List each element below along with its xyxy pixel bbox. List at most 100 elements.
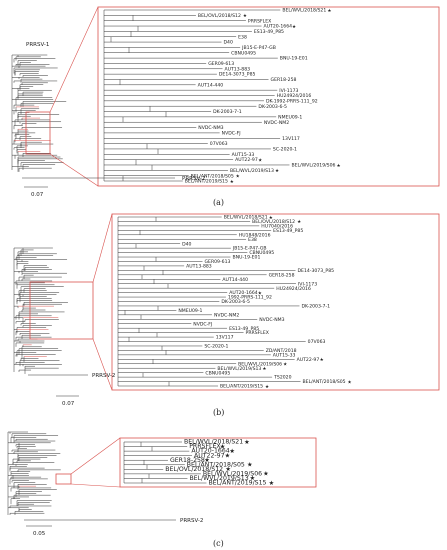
highlight-star-icon: ★ <box>258 157 262 163</box>
leaf-label: CBNU0495 <box>249 250 274 256</box>
panel-c-outgroup-label: PRRSV-2 <box>180 518 203 524</box>
leaf-label: BEL/WVL/2019/S13 <box>189 475 248 482</box>
leaf-label: DE14-3073_P85 <box>219 72 256 78</box>
leaf-label: NMEU09-1 <box>278 114 302 120</box>
leaf-label: 1992-PRRS-111_92 <box>228 295 272 301</box>
leaf-label: ES13-49_P85 <box>273 228 303 234</box>
leaf-label: BEL/ANT/2019/S15 <box>185 179 228 185</box>
highlight-star-icon: ★ <box>204 457 210 464</box>
panel-a-zoom-line-bottom <box>49 153 99 187</box>
leaf-label: CBNU0495 <box>231 50 256 56</box>
leaf-label: GER09-613 <box>208 61 234 67</box>
panel-b-scale-label: 0.07 <box>62 401 75 407</box>
leaf-label: D40 <box>182 241 191 247</box>
highlight-star-icon: ★ <box>250 475 256 482</box>
panel-b-detail-box <box>111 213 440 391</box>
panel-a-outgroup-label: PRRSV-2 <box>182 176 205 182</box>
highlight-star-icon: ★ <box>269 215 273 221</box>
highlight-star-icon: ★ <box>230 179 234 185</box>
highlight-star-icon: ★ <box>236 173 240 179</box>
leaf-label: AUT22-97 <box>297 357 320 363</box>
leaf-label: BEL/OVL/2018/S12 <box>252 219 295 225</box>
panel-b-zoom-line-top <box>92 213 113 283</box>
leaf-label: BNU-19-E01 <box>280 56 308 62</box>
leaf-label: JB15-E-P47-GB <box>232 246 267 252</box>
leaf-label: GER09-613 <box>204 259 230 265</box>
highlight-star-icon: ★ <box>225 466 231 473</box>
leaf-label: NVDC-NM3 <box>259 317 284 323</box>
leaf-label: GER18-258 <box>271 77 297 83</box>
panel-a-detail-tree <box>103 9 290 182</box>
highlight-star-icon: ★ <box>220 443 226 450</box>
leaf-label: D40 <box>224 40 233 46</box>
leaf-label: BEL/ANT/2018/S05 <box>303 379 346 385</box>
leaf-label: SC-2020-1 <box>204 344 228 350</box>
panel-b-overview-tree <box>13 247 68 374</box>
leaf-label: IVI-1173 <box>298 281 317 287</box>
leaf-label: AUT14-440 <box>222 277 248 283</box>
leaf-label: NMEU09-1 <box>178 308 202 314</box>
panel-c: BEL/WVL/2018/S21 ★PRRSFLEX ★AUT20-1664 ★AUT… <box>7 431 317 548</box>
highlight-star-icon: ★ <box>262 366 266 372</box>
highlight-star-icon: ★ <box>258 290 262 296</box>
leaf-label: GER18-258 <box>269 272 295 278</box>
panel-c-zoom-line-top <box>70 437 121 475</box>
leaf-label: BEL/WVL/2018/S21 <box>224 215 268 221</box>
highlight-star-icon: ★ <box>229 448 235 455</box>
leaf-label: AUT20-1664 <box>191 448 229 455</box>
leaf-label: ZD/ANT/2018 <box>266 348 297 354</box>
panel-a-scale-label: 0.07 <box>31 192 44 198</box>
highlight-star-icon: ★ <box>269 480 275 487</box>
leaf-label: NVDC-NM2 <box>214 312 239 318</box>
leaf-label: BEL/ANT/2018/S05 <box>191 173 234 179</box>
panel-a-zoom-line-top <box>49 6 99 113</box>
leaf-label: AUT20-1664 <box>229 290 258 296</box>
panel-b-label: (b) <box>213 408 224 417</box>
panel-a-leaf-labels: BEL/WVL/2018/S21 ★BEL/OVL/2018/S12 ★PRRSFL… <box>185 8 341 185</box>
highlight-star-icon: ★ <box>292 24 296 30</box>
highlight-star-icon: ★ <box>283 362 287 368</box>
leaf-label: DK-2003-7-1 <box>213 109 242 115</box>
highlight-star-icon: ★ <box>275 168 279 174</box>
leaf-label: NVDC-NM2 <box>264 120 289 126</box>
leaf-label: DK-1992-PRRS-111_92 <box>266 98 318 104</box>
leaf-label: BEL/WVL/2019/S06 <box>203 470 262 477</box>
highlight-star-icon: ★ <box>244 439 250 446</box>
leaf-label: PRRSFLEX <box>189 443 221 450</box>
panel-b-outgroup-label: PRRSV-2 <box>92 373 115 379</box>
leaf-label: PRRSFLEX <box>248 18 271 24</box>
leaf-label: BEL/OVL/2018/S12 <box>165 466 223 473</box>
leaf-label: BEL/OVL/2018/S12 <box>198 13 241 19</box>
leaf-label: 13V117 <box>216 335 234 341</box>
leaf-label: GER18-258 <box>170 457 205 464</box>
leaf-label: TS2020 <box>273 375 291 381</box>
panel-a-label: (a) <box>213 198 224 207</box>
highlight-star-icon: ★ <box>336 163 340 169</box>
leaf-label: BEL/WVL/2018/S21 <box>282 8 326 14</box>
leaf-label: DE14-3073_P85 <box>298 268 335 274</box>
leaf-label: DK-2003-6-5 <box>258 104 287 110</box>
leaf-label: IVI-1173 <box>279 88 298 94</box>
leaf-label: BEL/ANT/2019/S15 <box>220 384 263 390</box>
highlight-star-icon: ★ <box>243 13 247 19</box>
leaf-label: AUT15-33 <box>232 152 255 158</box>
panel-b: BEL/WVL/2018/S21 ★BEL/OVL/2018/S12 ★HU7040… <box>13 213 440 417</box>
panel-a-detail-box <box>97 6 440 187</box>
leaf-label: 07V063 <box>308 339 326 345</box>
leaf-label: ES13-49_P85 <box>254 29 284 35</box>
highlight-star-icon: ★ <box>265 384 269 390</box>
leaf-label: BEL/WVL/2019/S06 <box>238 361 282 367</box>
panel-c-leaf-labels: BEL/WVL/2018/S21 ★PRRSFLEX ★AUT20-1664 ★AUT… <box>165 439 274 487</box>
panel-a-zoom-box <box>25 111 51 155</box>
leaf-label: JB15-E-P47-GB <box>241 45 276 51</box>
highlight-star-icon: ★ <box>348 379 352 385</box>
leaf-label: BEL/WVL/2018/S21 <box>184 439 243 446</box>
leaf-label: BEL/ANT/2018/S05 <box>187 461 245 468</box>
panel-c-scale-label: 0.05 <box>33 531 46 537</box>
leaf-label: E38 <box>238 34 247 40</box>
leaf-label: HU24924/2016 <box>277 93 312 99</box>
leaf-label: AUT13-883 <box>224 66 250 72</box>
panel-c-detail-tree <box>123 441 207 484</box>
panel-b-leaf-labels: BEL/WVL/2018/S21 ★BEL/OVL/2018/S12 ★HU7040… <box>178 215 351 390</box>
